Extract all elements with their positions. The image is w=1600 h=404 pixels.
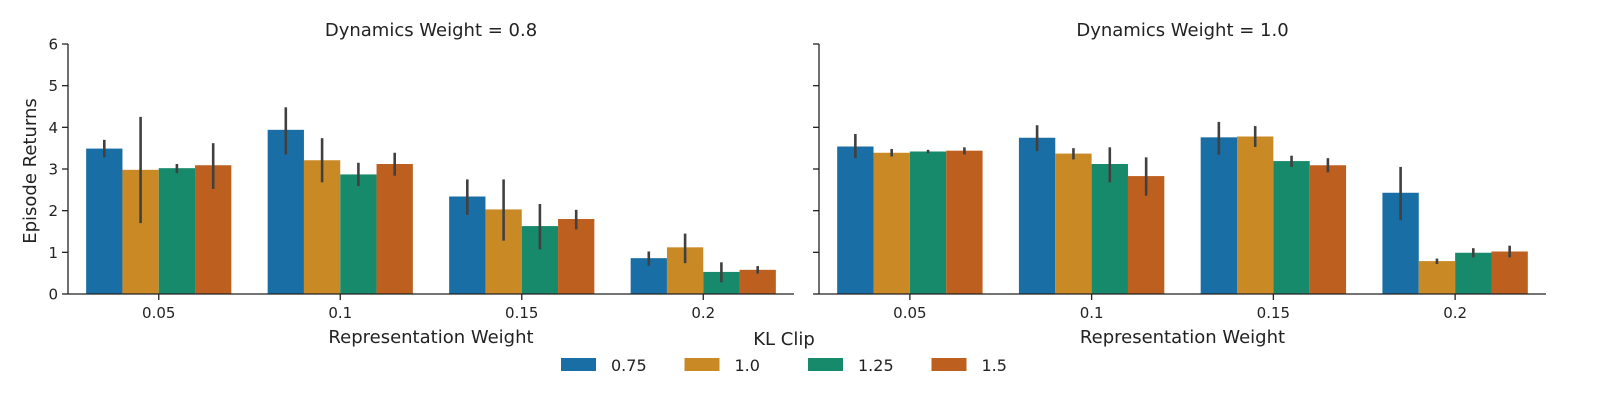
y-tick-label: 3: [48, 161, 58, 179]
y-tick-label: 4: [48, 119, 58, 137]
panel-1: Dynamics Weight = 0.8 0 1 2 3 4 5 6 0.05 0.1 0.15 0…: [48, 20, 794, 348]
bar: [303, 160, 341, 294]
bar: [86, 148, 123, 294]
legend-label: 0.75: [611, 356, 647, 375]
bar: [1127, 176, 1165, 294]
x-tick-label: 0.2: [691, 304, 715, 322]
legend-swatch: [931, 358, 967, 371]
bar: [1055, 153, 1092, 294]
x-tick-label: 0.15: [1257, 304, 1290, 322]
x-tick-label: 0.05: [142, 304, 175, 322]
legend-swatch: [684, 358, 720, 371]
y-tick-label: 2: [48, 202, 58, 220]
bar: [158, 168, 196, 294]
bar: [1418, 261, 1456, 294]
bar: [1237, 136, 1274, 294]
x-axis-title: Representation Weight: [328, 327, 533, 348]
bar: [946, 150, 983, 294]
legend-swatch: [561, 358, 596, 371]
y-axis-title: Episode Returns: [20, 98, 41, 244]
legend-swatch: [808, 358, 843, 371]
legend-item: 1.5: [931, 356, 1007, 375]
y-tick-label: 0: [48, 286, 58, 304]
bar: [837, 146, 874, 294]
x-tick-label: 0.15: [505, 304, 538, 322]
panel-title: Dynamics Weight = 0.8: [325, 20, 537, 41]
x-tick-label: 0.2: [1443, 304, 1467, 322]
bar: [1273, 161, 1310, 294]
x-tick-label: 0.1: [328, 304, 352, 322]
y-tick-label: 6: [48, 36, 58, 54]
bar: [1091, 164, 1128, 294]
y-tick-label: 1: [48, 244, 58, 262]
legend-item: 0.75: [561, 356, 647, 375]
bar: [873, 152, 910, 294]
bar: [267, 129, 304, 294]
bar: [376, 164, 413, 294]
bar: [340, 174, 377, 294]
legend-item: 1.25: [808, 356, 894, 375]
panels-layer: Dynamics Weight = 0.8 0 1 2 3 4 5 6 0.05 0.1 0.15 0…: [48, 20, 1546, 348]
legend-item: 1.0: [684, 356, 760, 375]
bar: [909, 151, 947, 294]
y-tick-label: 5: [48, 77, 58, 95]
bar: [703, 271, 740, 294]
panel-title: Dynamics Weight = 1.0: [1076, 20, 1288, 41]
bar: [1491, 251, 1528, 294]
x-tick-label: 0.1: [1080, 304, 1104, 322]
bar: [739, 269, 776, 294]
x-tick-label: 0.05: [893, 304, 926, 322]
legend-label: 1.0: [735, 356, 760, 375]
bar: [1309, 165, 1347, 294]
panel-2: Dynamics Weight = 1.0 0.05 0.1 0.15 0.2 Repre…: [813, 20, 1546, 348]
x-axis-title: Representation Weight: [1080, 327, 1285, 348]
bar: [1455, 252, 1492, 294]
legend-label: 1.25: [858, 356, 894, 375]
bar: [1018, 137, 1056, 294]
legend: 0.75 1.0 1.25 1.5: [561, 356, 1007, 375]
legend-label: 1.5: [982, 356, 1007, 375]
legend-title: KL Clip: [753, 329, 815, 350]
bar: [1200, 137, 1238, 294]
bar: [558, 219, 595, 294]
